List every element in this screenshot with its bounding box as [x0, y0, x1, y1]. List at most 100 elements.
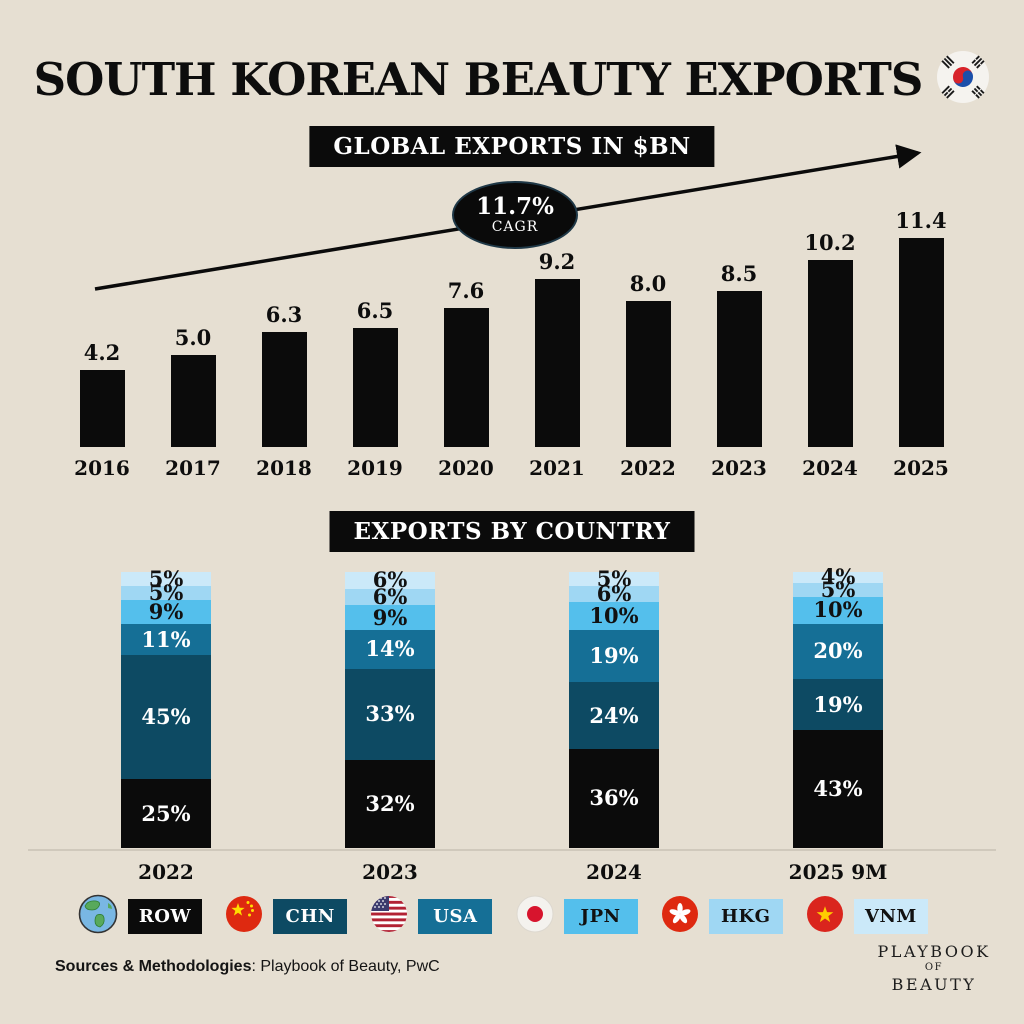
legend-item-chn: CHN [225, 895, 348, 937]
exports-by-country-banner: EXPORTS BY COUNTRY [329, 511, 695, 552]
year-label-2021: 2021 [529, 456, 585, 480]
stack-year-label-2023: 2023 [362, 860, 418, 884]
export-bar-2024 [807, 260, 853, 447]
sources-note: Sources & Methodologies: Playbook of Bea… [55, 958, 440, 976]
segment-usa-2023 [345, 629, 435, 669]
legend: ROW CHN [78, 894, 928, 938]
segment-label-chn-2024: 24% [589, 702, 639, 728]
segment-chn-2022 [121, 654, 211, 779]
year-label-2020: 2020 [438, 456, 494, 480]
segment-label-jpn-2024: 10% [589, 603, 639, 629]
bar-value-label-2018: 6.3 [265, 302, 303, 327]
segment-usa-2022 [121, 624, 211, 655]
segment-hkg-2024 [569, 585, 659, 603]
year-label-2017: 2017 [165, 456, 221, 480]
segment-row-2023 [345, 759, 435, 848]
segment-label-usa-2024: 19% [589, 643, 639, 669]
segment-row-2025 9M [793, 730, 883, 848]
bar-value-label-2019: 6.5 [356, 298, 394, 323]
china-flag-icon [225, 895, 263, 937]
year-label-2016: 2016 [74, 456, 130, 480]
segment-hkg-2022 [121, 585, 211, 600]
year-label-2023: 2023 [711, 456, 767, 480]
segment-row-2024 [569, 748, 659, 848]
logo-line1: PLAYBOOK [877, 942, 991, 961]
segment-chn-2024 [569, 682, 659, 749]
segment-vnm-2025 9M [793, 572, 883, 583]
bar-value-label-2017: 5.0 [174, 325, 212, 350]
segment-jpn-2023 [345, 605, 435, 630]
logo-line3: BEAUTY [891, 974, 977, 994]
segment-label-row-2024: 36% [589, 785, 639, 811]
year-label-2024: 2024 [802, 456, 858, 480]
segment-hkg-2025 9M [793, 582, 883, 597]
vietnam-flag-icon [806, 895, 844, 937]
hongkong-flag-icon [661, 895, 699, 937]
segment-label-hkg-2024: 6% [596, 581, 632, 607]
cagr-label: CAGR [491, 219, 539, 236]
segment-jpn-2024 [569, 602, 659, 630]
year-label-2022: 2022 [620, 456, 676, 480]
export-bar-2016 [79, 370, 125, 447]
logo-line2: OF [924, 962, 944, 973]
legend-chip-jpn: JPN [563, 898, 638, 934]
export-bar-2021 [534, 279, 580, 447]
segment-label-usa-2022: 11% [141, 626, 191, 652]
segment-row-2022 [121, 779, 211, 848]
header: SOUTH KOREAN BEAUTY EXPORTS [0, 50, 1024, 108]
stack-year-label-2022: 2022 [138, 860, 194, 884]
legend-item-hkg: HKG [661, 895, 783, 937]
segment-label-jpn-2023: 9% [372, 604, 408, 630]
legend-chip-hkg: HKG [708, 898, 783, 934]
year-label-2025: 2025 [893, 456, 949, 480]
segment-label-chn-2023: 33% [365, 701, 415, 727]
segment-label-vnm-2022: 5% [148, 565, 184, 591]
segment-vnm-2024 [569, 572, 659, 586]
segment-hkg-2023 [345, 588, 435, 606]
page-title: SOUTH KOREAN BEAUTY EXPORTS [33, 52, 924, 106]
legend-chip-usa: USA [418, 898, 493, 934]
segment-jpn-2025 9M [793, 596, 883, 624]
export-bar-2019 [352, 328, 398, 447]
segment-label-row-2025 9M: 43% [813, 776, 863, 802]
sources-label: Sources & Methodologies [55, 958, 252, 975]
legend-chip-vnm: VNM [853, 898, 928, 934]
legend-item-usa: USA [370, 895, 493, 937]
legend-chip-chn: CHN [273, 898, 348, 934]
segment-label-vnm-2024: 5% [596, 565, 632, 591]
stack-year-label-2025 9M: 2025 9M [788, 860, 888, 884]
year-label-2019: 2019 [347, 456, 403, 480]
segment-jpn-2022 [121, 599, 211, 625]
segment-chn-2023 [345, 668, 435, 760]
legend-item-vnm: VNM [806, 895, 928, 937]
sources-text: : Playbook of Beauty, PwC [251, 958, 440, 975]
segment-label-hkg-2022: 5% [148, 579, 184, 605]
japan-flag-icon [516, 895, 554, 937]
globe-americas-icon [78, 894, 118, 938]
segment-label-vnm-2025 9M: 4% [820, 564, 856, 590]
legend-item-row: ROW [78, 894, 202, 938]
segment-label-hkg-2025 9M: 5% [820, 576, 856, 602]
segment-usa-2025 9M [793, 623, 883, 679]
segment-label-hkg-2023: 6% [372, 583, 408, 609]
segment-usa-2024 [569, 629, 659, 683]
segment-label-row-2023: 32% [365, 790, 415, 816]
segment-label-jpn-2025 9M: 10% [813, 597, 863, 623]
segment-vnm-2022 [121, 572, 211, 586]
segment-label-chn-2025 9M: 19% [813, 691, 863, 717]
usa-flag-icon [370, 895, 408, 937]
bar-value-label-2016: 4.2 [83, 340, 121, 365]
segment-label-jpn-2022: 9% [148, 599, 184, 625]
cagr-value: 11.7% [476, 192, 554, 220]
legend-chip-row: ROW [128, 898, 202, 934]
export-bar-2022 [625, 301, 671, 447]
baseline-rule [28, 849, 996, 851]
export-bar-2023 [716, 291, 762, 447]
segment-chn-2025 9M [793, 678, 883, 731]
export-bar-2018 [261, 332, 307, 447]
segment-label-usa-2023: 14% [365, 636, 415, 662]
cagr-badge: 11.7% CAGR [452, 181, 578, 249]
playbook-of-beauty-logo: PLAYBOOK OF BEAUTY [866, 942, 1002, 995]
